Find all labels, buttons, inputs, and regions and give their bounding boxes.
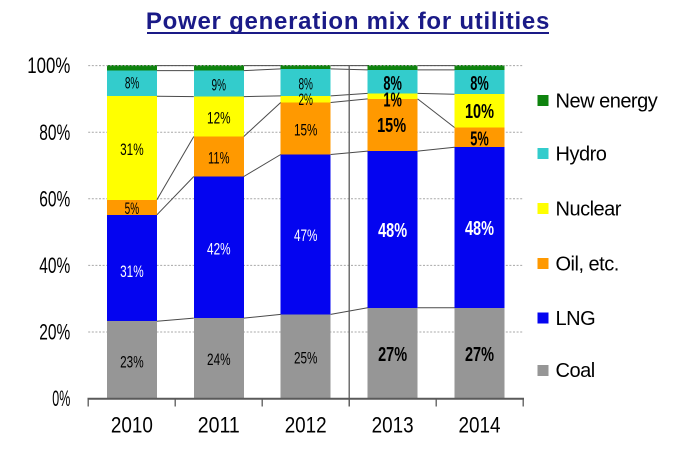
svg-text:10%: 10% — [465, 101, 494, 123]
svg-text:2013: 2013 — [372, 412, 414, 437]
svg-text:12%: 12% — [207, 109, 231, 128]
svg-text:1%: 1% — [383, 89, 402, 111]
svg-text:2010: 2010 — [111, 412, 153, 437]
svg-text:48%: 48% — [465, 218, 494, 240]
svg-text:9%: 9% — [212, 76, 227, 95]
svg-text:LNG: LNG — [556, 308, 596, 330]
svg-text:0%: 0% — [52, 386, 70, 411]
svg-text:31%: 31% — [120, 262, 144, 281]
svg-text:New energy: New energy — [556, 91, 658, 113]
svg-text:Oil, etc.: Oil, etc. — [556, 253, 619, 275]
svg-text:27%: 27% — [378, 344, 407, 366]
svg-text:Coal: Coal — [556, 360, 595, 382]
svg-text:27%: 27% — [465, 344, 494, 366]
svg-text:5%: 5% — [125, 199, 140, 218]
svg-text:8%: 8% — [298, 74, 313, 93]
svg-text:80%: 80% — [39, 120, 70, 145]
svg-text:2012: 2012 — [285, 412, 327, 437]
svg-text:23%: 23% — [120, 352, 144, 371]
svg-text:47%: 47% — [294, 226, 318, 245]
svg-text:42%: 42% — [207, 240, 231, 259]
svg-text:11%: 11% — [208, 148, 230, 167]
svg-text:Nuclear: Nuclear — [556, 198, 622, 220]
svg-text:25%: 25% — [294, 348, 318, 367]
svg-text:15%: 15% — [294, 120, 318, 139]
svg-text:2%: 2% — [298, 90, 313, 109]
svg-text:8%: 8% — [383, 73, 402, 95]
svg-text:5%: 5% — [470, 128, 489, 150]
svg-text:8%: 8% — [470, 73, 489, 95]
svg-text:20%: 20% — [39, 320, 70, 345]
svg-text:8%: 8% — [125, 73, 140, 92]
svg-text:2014: 2014 — [459, 412, 501, 437]
svg-text:24%: 24% — [207, 350, 231, 369]
svg-text:15%: 15% — [377, 115, 406, 137]
svg-text:2011: 2011 — [198, 412, 240, 437]
svg-text:31%: 31% — [120, 140, 144, 159]
svg-text:48%: 48% — [378, 220, 407, 242]
svg-text:100%: 100% — [27, 53, 70, 78]
svg-text:40%: 40% — [39, 253, 70, 278]
svg-text:60%: 60% — [39, 186, 70, 211]
svg-text:Hydro: Hydro — [556, 144, 607, 166]
